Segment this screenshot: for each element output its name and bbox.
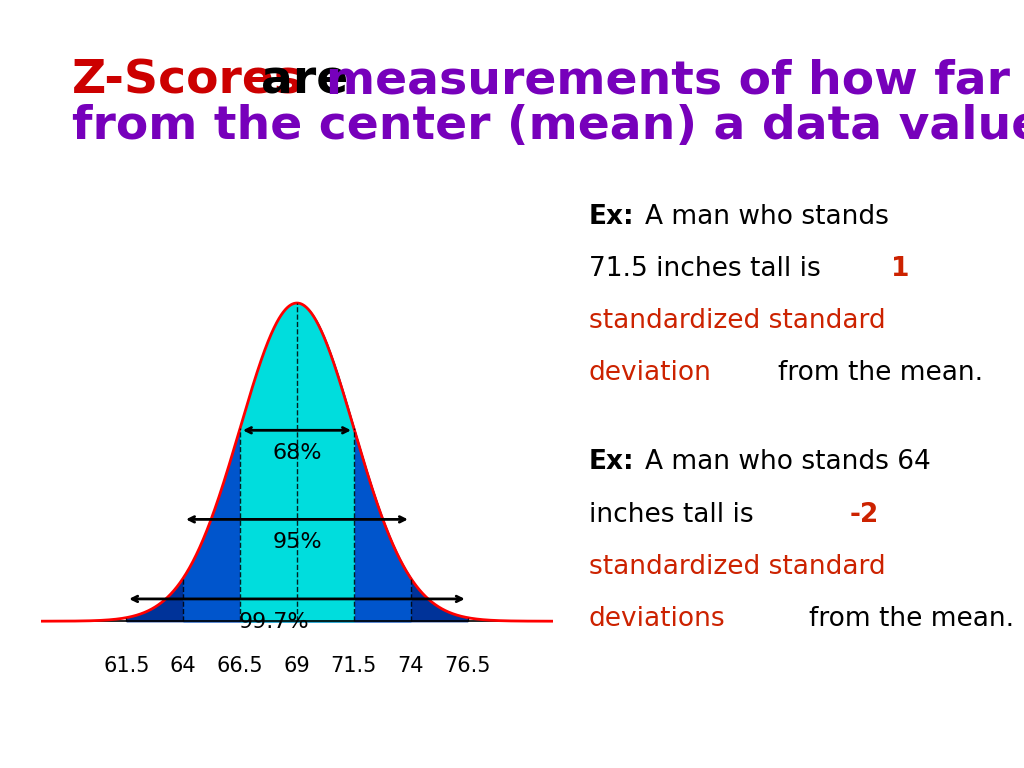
- Text: A man who stands 64: A man who stands 64: [645, 449, 931, 475]
- Text: are: are: [261, 58, 348, 103]
- Text: 61.5: 61.5: [103, 656, 150, 676]
- Text: from the mean.: from the mean.: [778, 360, 983, 386]
- Text: 66.5: 66.5: [217, 656, 263, 676]
- Text: deviations: deviations: [589, 606, 725, 632]
- Text: 71.5 inches tall is: 71.5 inches tall is: [589, 256, 828, 282]
- Text: from the mean.: from the mean.: [809, 606, 1014, 632]
- Text: measurements of how far: measurements of how far: [326, 58, 1010, 103]
- Text: 99.7%: 99.7%: [239, 611, 309, 631]
- Text: 1: 1: [891, 256, 909, 282]
- Text: deviation: deviation: [589, 360, 712, 386]
- Text: 68%: 68%: [272, 443, 322, 463]
- Text: 71.5: 71.5: [331, 656, 377, 676]
- Text: -2: -2: [850, 502, 880, 528]
- Text: A man who stands: A man who stands: [645, 204, 889, 230]
- Text: Ex:: Ex:: [589, 204, 635, 230]
- Text: Ex:: Ex:: [589, 449, 635, 475]
- Text: 64: 64: [170, 656, 197, 676]
- Text: 69: 69: [284, 656, 310, 676]
- Text: standardized standard: standardized standard: [589, 554, 886, 580]
- Text: inches tall is: inches tall is: [589, 502, 762, 528]
- Text: 76.5: 76.5: [444, 656, 490, 676]
- Text: Z-Scores: Z-Scores: [72, 58, 303, 103]
- Text: 74: 74: [397, 656, 424, 676]
- Text: 95%: 95%: [272, 532, 322, 552]
- Text: from the center (mean) a data value falls.: from the center (mean) a data value fall…: [72, 104, 1024, 149]
- Text: standardized standard: standardized standard: [589, 308, 886, 334]
